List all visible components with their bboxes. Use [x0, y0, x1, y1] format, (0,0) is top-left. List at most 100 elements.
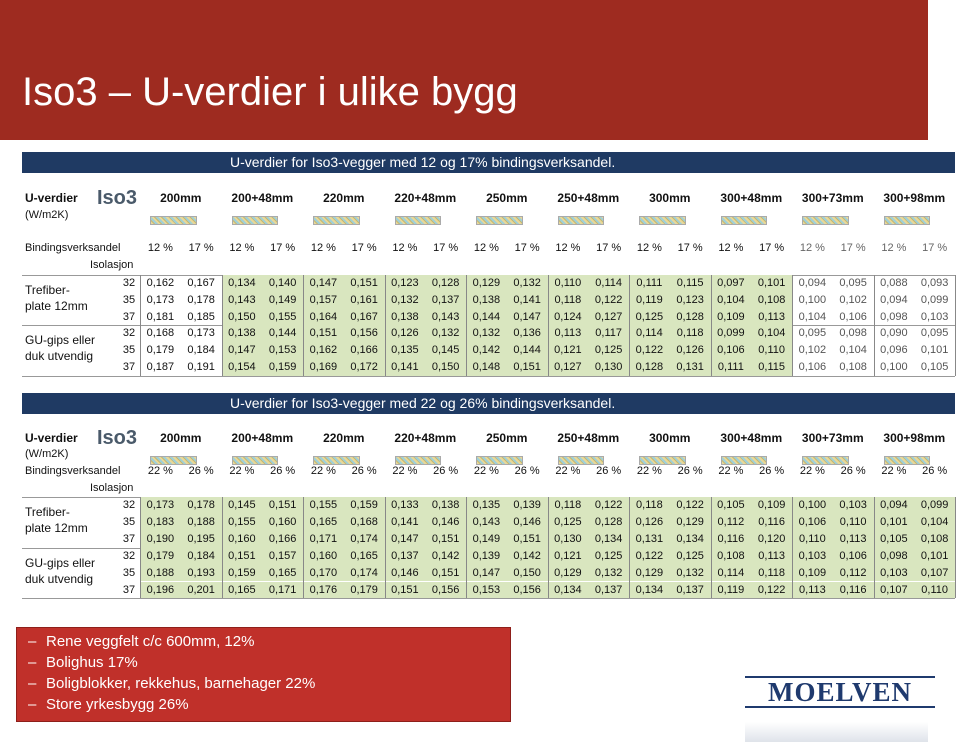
percent-label: 17 % — [270, 242, 296, 254]
u-value: 0,098 — [873, 547, 915, 565]
column-divider — [303, 275, 304, 376]
column-divider — [629, 275, 630, 376]
percent-label: 26 % — [433, 465, 459, 477]
insulation-label: Isolasjon — [90, 482, 134, 494]
u-value: 0,165 — [262, 564, 303, 582]
u-value: 0,129 — [669, 513, 711, 531]
insulation-label: Isolasjon — [90, 259, 134, 271]
u-value: 0,109 — [751, 497, 792, 514]
column-header: 250mm — [486, 191, 528, 205]
column-divider — [710, 497, 712, 599]
title-bar — [0, 0, 928, 140]
insulation-value: 35 — [122, 293, 136, 306]
wall-strip — [802, 456, 849, 465]
percent-label: 12 % — [718, 242, 744, 254]
bullet-item: Bolighus 17% — [46, 654, 138, 671]
u-value: 0,128 — [425, 275, 466, 292]
u-value: 0,102 — [839, 293, 867, 306]
wall-strip — [557, 456, 604, 465]
percent-label: 17 % — [840, 242, 866, 254]
slide-title: Iso3 – U-verdier i ulike bygg — [22, 70, 518, 114]
u-value: 0,095 — [798, 327, 827, 340]
percent-label: 12 % — [881, 242, 907, 254]
u-value: 0,155 — [303, 497, 344, 514]
u-value: 0,151 — [506, 530, 548, 548]
u-value: 0,132 — [466, 325, 507, 343]
column-divider — [384, 497, 386, 599]
u-value: 0,101 — [914, 547, 955, 565]
u-value: 0,162 — [303, 342, 344, 359]
bullet-dash: – — [28, 654, 37, 671]
u-value: 0,108 — [710, 547, 752, 565]
u-value: 0,185 — [187, 310, 215, 323]
u-value: 0,126 — [629, 513, 670, 531]
column-divider — [792, 275, 793, 376]
column-divider — [547, 275, 549, 376]
column-header: 200mm — [160, 191, 202, 205]
u-value: 0,123 — [384, 275, 426, 292]
u-value: 0,181 — [146, 310, 175, 323]
u-value: 0,130 — [588, 359, 629, 376]
percent-label: 22 % — [636, 465, 662, 477]
u-value: 0,149 — [466, 530, 507, 548]
percent-label: 12 % — [392, 242, 418, 254]
insulation-value: 32 — [122, 499, 136, 511]
column-header: 300+98mm — [883, 431, 946, 445]
wall-strip — [639, 456, 686, 465]
logo: Iso3 — [97, 427, 138, 449]
u-value: 0,105 — [920, 361, 949, 373]
u-value: 0,104 — [839, 344, 867, 357]
table-bottom — [22, 375, 955, 377]
u-value: 0,129 — [629, 564, 670, 582]
u-value: 0,148 — [466, 359, 507, 376]
percent-label: 26 % — [188, 465, 214, 477]
wall-strip — [883, 456, 930, 465]
percent-label: 26 % — [596, 465, 622, 477]
column-divider — [140, 275, 141, 376]
u-value: 0,145 — [221, 497, 263, 514]
u-value: 0,125 — [588, 342, 629, 359]
bullet-item: Rene veggfelt c/c 600mm, 12% — [46, 633, 255, 650]
group-label: Trefiber- — [25, 505, 70, 519]
u-value: 0,166 — [262, 530, 303, 548]
u-value: 0,153 — [262, 342, 303, 359]
u-value: 0,113 — [751, 547, 792, 565]
u-value: 0,113 — [547, 325, 589, 343]
u-value: 0,184 — [180, 547, 222, 565]
u-value: 0,165 — [303, 513, 344, 531]
u-value: 0,173 — [146, 293, 175, 306]
u-value: 0,173 — [140, 497, 181, 514]
u-value: 0,116 — [751, 513, 792, 531]
column-header: 250mm — [486, 431, 528, 445]
u-value: 0,174 — [343, 564, 385, 582]
percent-label: 17 % — [433, 242, 459, 254]
u-value: 0,179 — [146, 344, 175, 357]
u-value: 0,150 — [425, 359, 466, 376]
u-value: 0,151 — [506, 359, 548, 376]
insulation-value: 37 — [122, 310, 136, 323]
u-value: 0,178 — [187, 293, 215, 306]
u-value: 0,114 — [629, 325, 670, 343]
u-value: 0,097 — [710, 275, 752, 292]
u-value: 0,109 — [792, 564, 833, 582]
u-value: 0,132 — [669, 564, 711, 582]
u-value: 0,101 — [920, 344, 949, 357]
u-value: 0,195 — [180, 530, 222, 548]
percent-label: 22 % — [392, 465, 418, 477]
u-value: 0,125 — [547, 513, 589, 531]
u-value: 0,104 — [710, 291, 752, 309]
column-divider — [792, 497, 793, 599]
u-value: 0,100 — [792, 497, 833, 514]
percent-label: 17 % — [596, 242, 622, 254]
u-value: 0,105 — [710, 497, 752, 514]
u-value: 0,113 — [751, 308, 792, 326]
wall-strip — [720, 456, 767, 465]
u-value: 0,135 — [384, 342, 426, 359]
u-value: 0,137 — [669, 581, 711, 599]
group-label: plate 12mm — [25, 299, 88, 313]
percent-label: 26 % — [270, 465, 296, 477]
u-value: 0,128 — [588, 513, 629, 531]
u-value: 0,105 — [873, 530, 915, 548]
table-banner: U-verdier for Iso3-vegger med 22 og 26% … — [22, 393, 955, 414]
